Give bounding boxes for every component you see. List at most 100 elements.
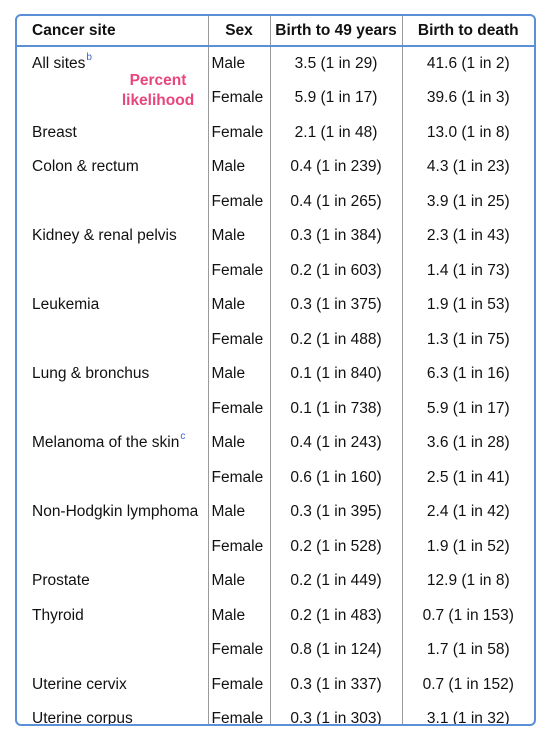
cell-birth-to-death: 0.7 (1 in 153) [401, 598, 534, 633]
cell-sex: Male [207, 357, 270, 392]
cell-birth-to-death-text: 3.6 (1 in 28) [426, 434, 510, 452]
cell-birth-to-death: 41.6 (1 in 2) [401, 46, 534, 81]
cell-birth-to-49-text: 0.3 (1 in 384) [290, 227, 382, 245]
cell-birth-to-death: 5.9 (1 in 17) [401, 391, 534, 426]
cell-cancer-site [17, 254, 208, 289]
cell-birth-to-death: 1.9 (1 in 52) [401, 529, 534, 564]
table-row: Kidney & renal pelvis Male 0.3 (1 in 384) 2… [17, 219, 534, 254]
cell-birth-to-49: 0.8 (1 in 124) [269, 633, 402, 668]
annotation-line-2: likelihood [121, 92, 195, 109]
cell-birth-to-death: 6.3 (1 in 16) [401, 357, 534, 392]
cell-cancer-site-text: Non-Hodgkin lymphoma [32, 503, 199, 521]
cell-cancer-site: Leukemia [17, 288, 208, 323]
cell-cancer-site [17, 185, 208, 220]
cell-sex-text: Male [211, 296, 246, 314]
cell-birth-to-death-text: 1.4 (1 in 73) [426, 261, 510, 279]
annotation-line-1: Percent [129, 72, 187, 89]
cell-sex-text: Male [211, 503, 246, 521]
cell-sex-text: Female [211, 468, 264, 486]
cell-sex-text: Male [211, 606, 246, 624]
cell-birth-to-death: 39.6 (1 in 3) [401, 81, 534, 116]
cell-sex: Female [207, 81, 270, 116]
table-row: Uterine cervix Female 0.3 (1 in 337) 0.7 (1… [17, 667, 534, 702]
cell-sex: Male [207, 564, 270, 599]
cell-birth-to-49-text: 0.6 (1 in 160) [290, 468, 382, 486]
cell-birth-to-49: 0.4 (1 in 243) [269, 426, 402, 461]
footnote-marker: b [86, 52, 92, 63]
cell-birth-to-49-text: 0.3 (1 in 375) [290, 296, 382, 314]
table-row: Female 0.4 (1 in 265) 3.9 (1 in 25) [17, 184, 534, 220]
col-header-birth-to-49: Birth to 49 years [269, 16, 402, 47]
cell-cancer-site [17, 530, 208, 565]
table-row: Breast Female 2.1 (1 in 48) 13.0 (1 in 8) [17, 115, 534, 150]
cell-cancer-site: Thyroid [17, 599, 208, 634]
cell-birth-to-49-text: 0.2 (1 in 488) [290, 330, 382, 348]
cell-birth-to-49-text: 0.1 (1 in 738) [290, 399, 382, 417]
cell-birth-to-death-text: 3.9 (1 in 25) [426, 192, 510, 210]
col-header-cancer-site: Cancer site [17, 16, 208, 47]
cell-birth-to-49-text: 0.4 (1 in 239) [290, 158, 382, 176]
cell-birth-to-49-text: 0.3 (1 in 303) [290, 710, 382, 726]
cell-sex: Male [207, 495, 270, 530]
cell-birth-to-death-text: 2.4 (1 in 42) [426, 503, 510, 521]
cell-sex: Female [207, 460, 270, 495]
cell-sex: Female [207, 633, 270, 668]
cell-sex: Female [207, 391, 270, 426]
table-row: Melanoma of the skinc Male 0.4 (1 in 243) 3… [17, 426, 534, 461]
cell-cancer-site [17, 461, 208, 496]
cell-birth-to-death-text: 2.5 (1 in 41) [426, 468, 510, 486]
cell-birth-to-49-text: 0.4 (1 in 265) [290, 192, 382, 210]
cell-birth-to-49: 0.2 (1 in 488) [269, 322, 402, 357]
cell-birth-to-49: 0.3 (1 in 395) [269, 495, 402, 530]
cell-birth-to-49: 0.2 (1 in 483) [269, 598, 402, 633]
cell-birth-to-death: 1.9 (1 in 53) [401, 288, 534, 323]
cell-birth-to-49-text: 0.4 (1 in 243) [290, 434, 382, 452]
cell-birth-to-death: 2.3 (1 in 43) [401, 219, 534, 254]
cell-birth-to-49-text: 0.2 (1 in 449) [290, 572, 382, 590]
cell-cancer-site: All sitesb [17, 46, 208, 81]
cell-sex-text: Male [211, 227, 246, 245]
cell-sex: Male [207, 150, 270, 185]
cell-sex: Male [207, 598, 270, 633]
cell-sex: Female [207, 702, 270, 724]
table-row: Prostate Male 0.2 (1 in 449) 12.9 (1 in 8) [17, 564, 534, 599]
cell-sex-text: Male [211, 158, 246, 176]
cell-birth-to-49-text: 0.2 (1 in 603) [290, 261, 382, 279]
table-row: Female 0.2 (1 in 488) 1.3 (1 in 75) [17, 322, 534, 358]
cell-birth-to-49: 5.9 (1 in 17) [269, 81, 402, 116]
cell-sex: Female [207, 322, 270, 357]
cell-birth-to-49: 0.3 (1 in 337) [269, 667, 402, 702]
cell-cancer-site: Colon & rectum [17, 150, 208, 185]
cell-birth-to-death: 3.1 (1 in 32) [401, 702, 534, 724]
cell-birth-to-death: 2.5 (1 in 41) [401, 460, 534, 495]
cell-birth-to-49: 3.5 (1 in 29) [269, 46, 402, 81]
cell-birth-to-49-text: 0.8 (1 in 124) [290, 641, 382, 659]
cell-birth-to-death: 2.4 (1 in 42) [401, 495, 534, 530]
cell-cancer-site-text: Thyroid [32, 606, 84, 624]
cell-cancer-site-text: All sites [32, 55, 86, 72]
cell-birth-to-death: 3.9 (1 in 25) [401, 184, 534, 219]
cell-cancer-site-text: Uterine cervix [32, 675, 127, 693]
table-row: All sitesb Male 3.5 (1 in 29) 41.6 (1 in 2) [17, 46, 534, 81]
cell-sex: Male [207, 288, 270, 323]
table-row: Female 0.2 (1 in 528) 1.9 (1 in 52) [17, 529, 534, 565]
cell-cancer-site-text: Melanoma of the skin [32, 434, 180, 452]
cell-birth-to-death-text: 12.9 (1 in 8) [426, 572, 510, 590]
cell-birth-to-49-text: 2.1 (1 in 48) [294, 123, 378, 141]
cell-cancer-site-text: Uterine corpus [32, 710, 133, 726]
cell-cancer-site: Uterine corpus [17, 702, 208, 726]
cell-cancer-site: Non-Hodgkin lymphoma [17, 495, 208, 530]
cell-birth-to-death-text: 41.6 (1 in 2) [426, 55, 510, 72]
cell-cancer-site: Melanoma of the skinc [17, 426, 208, 461]
cell-cancer-site [17, 323, 208, 358]
cell-birth-to-49-text: 0.3 (1 in 337) [290, 675, 382, 693]
table-row: Uterine corpus Female 0.3 (1 in 303) 3.1 (1… [17, 702, 534, 726]
cell-birth-to-death-text: 0.7 (1 in 153) [422, 606, 514, 624]
table-row: Non-Hodgkin lymphoma Male 0.3 (1 in 395) 2.… [17, 495, 534, 530]
cell-birth-to-death: 3.6 (1 in 28) [401, 426, 534, 461]
cell-cancer-site-text: Prostate [32, 572, 90, 590]
table-row: Thyroid Male 0.2 (1 in 483) 0.7 (1 in 153) [17, 598, 534, 634]
cell-cancer-site: Lung & bronchus [17, 357, 208, 392]
cell-sex-text: Male [211, 572, 246, 590]
cell-birth-to-death-text: 1.9 (1 in 52) [426, 537, 510, 555]
